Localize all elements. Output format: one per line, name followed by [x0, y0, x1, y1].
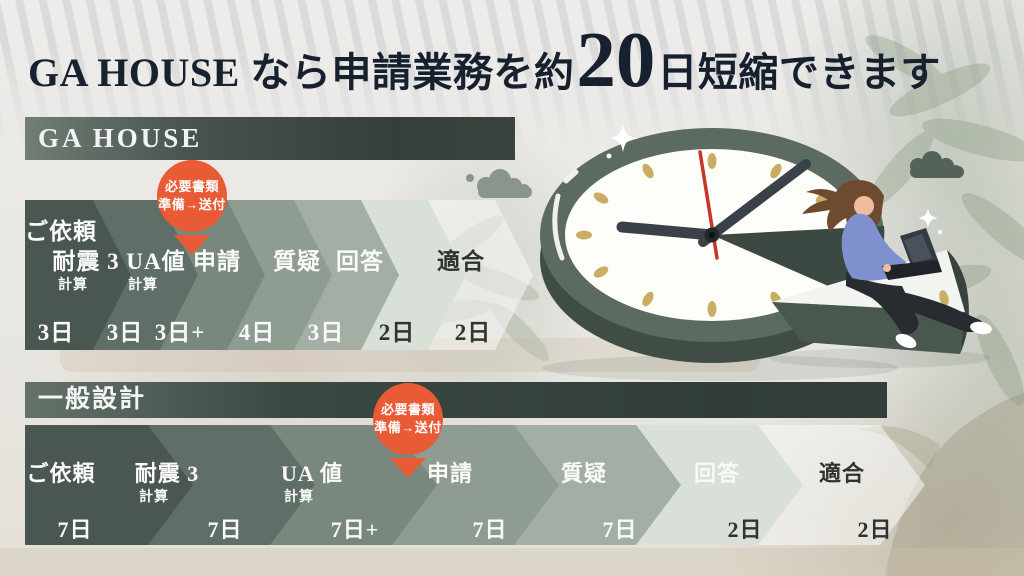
- callout-badge-documents: 必要書類 準備→送付: [157, 160, 227, 255]
- step-label: 回答: [693, 461, 741, 486]
- badge-line: 必要書類: [164, 179, 219, 195]
- flow-header-general: 一般設計: [25, 382, 887, 418]
- step-label: 回答: [336, 249, 384, 274]
- person-illustration: [802, 180, 992, 349]
- step-days: 4日: [238, 320, 276, 345]
- title-number: 20: [576, 17, 656, 104]
- step-days: 2日: [857, 517, 893, 542]
- step-days: 7日: [57, 517, 93, 542]
- cloud-icon: [910, 151, 964, 178]
- clock-cut-wedge: [712, 226, 885, 296]
- step-label: 申請: [426, 461, 474, 486]
- step-days: 7日: [602, 517, 638, 542]
- step-label: 質疑: [560, 461, 608, 486]
- step-label: 申請: [193, 249, 241, 274]
- step-days: 7日: [472, 517, 508, 542]
- step-days: 7日+: [330, 517, 380, 542]
- step-label: 適合: [437, 249, 485, 274]
- flow-header-ga-house: GA HOUSE: [25, 117, 515, 160]
- sweater: [841, 213, 906, 281]
- hour-hand: [616, 221, 718, 241]
- step-label: 耐震 3: [134, 461, 200, 486]
- flow-header-label: 一般設計: [38, 386, 147, 413]
- title-prefix: GA HOUSE なら申請業務を約: [28, 50, 575, 95]
- hair: [802, 180, 884, 234]
- minute-hand: [698, 159, 811, 247]
- flow-header-label: GA HOUSE: [38, 123, 203, 153]
- step-label: UA値: [126, 249, 186, 274]
- step-days: 7日: [207, 517, 243, 542]
- step-label: ご依頼: [25, 219, 97, 244]
- badge-line: 準備→送付: [158, 197, 226, 212]
- badge-line: 準備→送付: [374, 420, 442, 435]
- step-days: 3日+: [154, 320, 206, 345]
- step-days: 2日: [454, 320, 492, 345]
- callout-badge-documents: 必要書類 準備→送付: [373, 383, 443, 478]
- step-sub-label: 計算: [284, 490, 314, 505]
- clock-face: [540, 128, 885, 363]
- second-hand: [698, 150, 719, 260]
- callout-badge-circle: 必要書類 準備→送付: [373, 383, 443, 455]
- step-label: 質疑: [273, 249, 321, 274]
- callout-badge-circle: 必要書類 準備→送付: [157, 160, 227, 232]
- step-days: 3日: [37, 320, 75, 345]
- leg: [872, 286, 985, 332]
- step-days: 3日: [307, 320, 345, 345]
- step-days: 2日: [727, 517, 763, 542]
- clock-tick-marks: [576, 153, 831, 317]
- arrow-down-icon: [174, 235, 210, 255]
- laptop: [900, 228, 938, 268]
- cloud-icon: [466, 169, 532, 198]
- leg: [846, 272, 919, 334]
- step-days: 2日: [378, 320, 416, 345]
- step-sub-label: 計算: [128, 278, 158, 293]
- clock-slice: [772, 250, 969, 354]
- step-days: 3日: [106, 320, 144, 345]
- step-label: UA 値: [280, 461, 344, 486]
- step-label: 適合: [818, 461, 866, 486]
- step-sub-label: 計算: [139, 490, 169, 505]
- badge-line: 必要書類: [380, 402, 435, 418]
- title-suffix: 日短縮できます: [657, 50, 941, 95]
- process-flow-general: ご依頼 7日 耐震 3 計算 7日 UA 値計算 7日+ 申請 7日 質疑 7日 回答 2日 適合 2日: [25, 425, 990, 545]
- step-label: 耐震 3: [52, 249, 120, 274]
- step-sub-label: 計算: [58, 278, 88, 293]
- process-flow-ga-house: ご依頼 3日 耐震 3 計算 3日 UA値計算 3日+ 申請 4日 質疑 3日 回答 2日 適合 2日: [25, 200, 570, 350]
- step-label: ご依頼: [26, 461, 96, 486]
- page-title: GA HOUSE なら申請業務を約20日短縮できます: [28, 17, 941, 104]
- arrow-down-icon: [390, 458, 426, 478]
